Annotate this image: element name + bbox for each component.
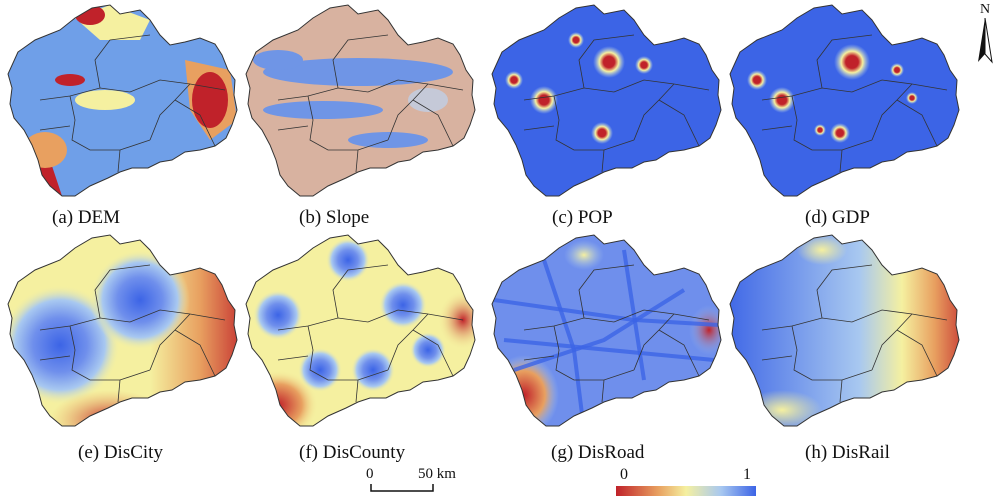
- map-slope-district-boundaries: [277, 34, 464, 173]
- map-pop-raster: [492, 5, 721, 196]
- map-slope: [245, 4, 476, 197]
- map-discounty: [245, 234, 476, 427]
- map-disroad-district-boundaries: [523, 264, 710, 403]
- map-discity: [7, 234, 238, 427]
- map-slope-raster: [246, 5, 475, 196]
- north-label: N: [979, 2, 991, 17]
- legend-max: 1: [743, 466, 751, 483]
- scale-line: [370, 484, 434, 492]
- map-dem: [7, 4, 238, 197]
- map-gdp: [729, 4, 960, 197]
- color-legend: 0 1: [616, 466, 756, 496]
- caption-discounty: (f) DisCounty: [299, 442, 406, 463]
- map-pop-district-boundaries: [523, 34, 710, 173]
- map-disrail: [729, 234, 960, 427]
- map-disrail-district-boundaries: [761, 264, 948, 403]
- map-discity-district-boundaries: [39, 264, 226, 403]
- map-discounty-raster: [246, 235, 475, 426]
- map-gdp-district-boundaries: [761, 34, 948, 173]
- caption-discity: (e) DisCity: [78, 442, 163, 463]
- map-disroad: [491, 234, 722, 427]
- map-gdp-raster: [730, 5, 959, 196]
- map-discounty-district-boundaries: [277, 264, 464, 403]
- caption-disrail: (h) DisRail: [805, 442, 890, 463]
- legend-min: 0: [620, 466, 628, 483]
- map-discity-raster: [8, 235, 237, 426]
- caption-slope: (b) Slope: [299, 207, 370, 228]
- legend-color-ramp: [616, 486, 756, 496]
- north-arrow-icon: [978, 18, 993, 64]
- map-disrail-raster: [730, 235, 959, 426]
- north-arrow: N: [974, 2, 996, 64]
- caption-disroad: (g) DisRoad: [551, 442, 645, 463]
- caption-dem: (a) DEM: [52, 207, 121, 228]
- scale-bar: 0 50 km: [366, 466, 466, 496]
- scale-start: 0: [366, 466, 374, 482]
- caption-pop: (c) POP: [552, 207, 613, 228]
- map-dem-district-boundaries: [39, 34, 226, 173]
- scale-end: 50 km: [418, 466, 456, 482]
- map-dem-raster: [8, 5, 237, 196]
- caption-gdp: (d) GDP: [805, 207, 870, 228]
- map-pop: [491, 4, 722, 197]
- map-disroad-raster: [492, 235, 721, 426]
